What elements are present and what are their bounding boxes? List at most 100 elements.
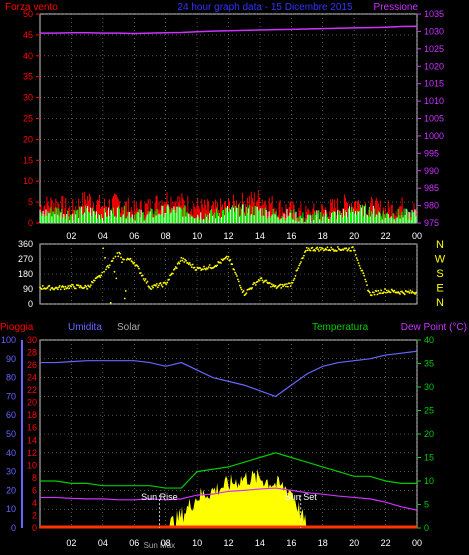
- direction-point: [342, 248, 345, 251]
- humidity-tick-label: 90: [6, 354, 16, 364]
- direction-point: [139, 272, 142, 274]
- pressure-tick-label: 1015: [424, 79, 444, 89]
- direction-point: [77, 284, 80, 287]
- direction-point: [269, 282, 271, 285]
- time-tick-label: 04: [98, 231, 108, 241]
- direction-point: [242, 290, 245, 292]
- direction-point: [221, 259, 224, 262]
- direction-point: [270, 283, 273, 286]
- pressure-tick-label: 975: [424, 218, 439, 228]
- compass-label: N: [436, 297, 444, 309]
- direction-point: [111, 260, 114, 262]
- direction-point: [137, 265, 139, 268]
- direction-point: [58, 285, 61, 287]
- time-tick-label: 18: [318, 538, 328, 548]
- temp-tick-label: 0: [424, 523, 429, 533]
- direction-point: [279, 283, 282, 286]
- direction-point: [363, 274, 366, 277]
- direction-point: [260, 277, 263, 279]
- direction-point: [314, 249, 317, 252]
- direction-point: [151, 285, 154, 288]
- rain-tick-label: 22: [27, 385, 37, 395]
- pressure-tick-label: 1000: [424, 131, 444, 141]
- direction-point: [318, 250, 320, 252]
- direction-point: [99, 276, 102, 279]
- direction-point: [329, 249, 332, 252]
- direction-point: [204, 268, 207, 271]
- dewpoint-line: [40, 487, 418, 511]
- humidity-tick-label: 80: [6, 373, 16, 383]
- direction-point: [347, 248, 350, 251]
- humidity-tick-label: 40: [6, 448, 16, 458]
- direction-point: [286, 285, 289, 288]
- direction-point: [104, 256, 106, 259]
- direction-point: [316, 246, 318, 249]
- direction-point: [293, 277, 296, 280]
- temp-tick-label: 35: [424, 359, 434, 369]
- direction-point: [141, 274, 144, 277]
- direction-point: [39, 286, 41, 289]
- direction-point: [289, 285, 292, 287]
- direction-tick-label: 180: [18, 269, 33, 279]
- direction-point: [125, 258, 128, 261]
- rain-tick-label: 0: [32, 523, 37, 533]
- humidity-line: [40, 350, 418, 398]
- direction-point: [193, 266, 196, 269]
- pressure-axis-title: Pressione: [374, 2, 419, 13]
- direction-point: [93, 279, 96, 282]
- direction-point: [358, 264, 361, 267]
- direction-point: [124, 290, 127, 292]
- direction-point: [303, 251, 306, 253]
- direction-point: [298, 264, 301, 267]
- direction-point: [294, 274, 297, 277]
- direction-point: [297, 267, 300, 270]
- direction-point: [144, 278, 147, 280]
- direction-point: [265, 279, 268, 282]
- direction-point: [229, 258, 232, 261]
- direction-point: [68, 287, 71, 290]
- direction-point: [116, 252, 119, 254]
- direction-point: [183, 261, 186, 263]
- direction-point: [107, 266, 110, 269]
- solar-area: [40, 468, 417, 528]
- direction-point: [291, 281, 294, 284]
- direction-point: [74, 287, 77, 290]
- direction-tick-label: 270: [18, 254, 33, 264]
- direction-point: [73, 286, 75, 288]
- compass-label: E: [436, 283, 443, 295]
- time-tick-label: 10: [192, 231, 202, 241]
- direction-point: [274, 284, 277, 287]
- pressure-tick-label: 995: [424, 148, 439, 158]
- time-tick-label: 22: [381, 231, 391, 241]
- direction-point: [129, 257, 132, 260]
- humidity-tick-label: 100: [1, 335, 16, 345]
- temperature-axis-title: Temperatura: [312, 322, 369, 333]
- direction-point: [206, 267, 209, 270]
- time-tick-label: 12: [223, 231, 233, 241]
- direction-point: [385, 289, 388, 292]
- direction-point: [330, 246, 333, 249]
- pressure-tick-label: 1030: [424, 26, 444, 36]
- sun-max-label: Sun Max: [144, 541, 176, 550]
- direction-point: [123, 297, 126, 300]
- rain-tick-label: 16: [27, 423, 37, 433]
- direction-point: [175, 267, 178, 270]
- time-tick-label: 12: [223, 538, 233, 548]
- temp-tick-label: 5: [424, 500, 429, 510]
- direction-point: [365, 280, 368, 283]
- direction-point: [284, 283, 286, 286]
- direction-point: [403, 293, 406, 296]
- direction-point: [386, 291, 389, 294]
- time-tick-label: 06: [129, 231, 139, 241]
- direction-point: [103, 270, 105, 273]
- direction-point: [190, 266, 193, 269]
- direction-point: [357, 262, 360, 264]
- direction-point: [59, 288, 62, 291]
- temp-tick-label: 40: [424, 335, 434, 345]
- humidity-axis-title: Umidita: [68, 322, 102, 333]
- compass-label: N: [436, 239, 444, 251]
- direction-point: [121, 261, 123, 264]
- direction-point: [354, 253, 357, 256]
- direction-point: [239, 286, 242, 289]
- humidity-tick-label: 60: [6, 410, 16, 420]
